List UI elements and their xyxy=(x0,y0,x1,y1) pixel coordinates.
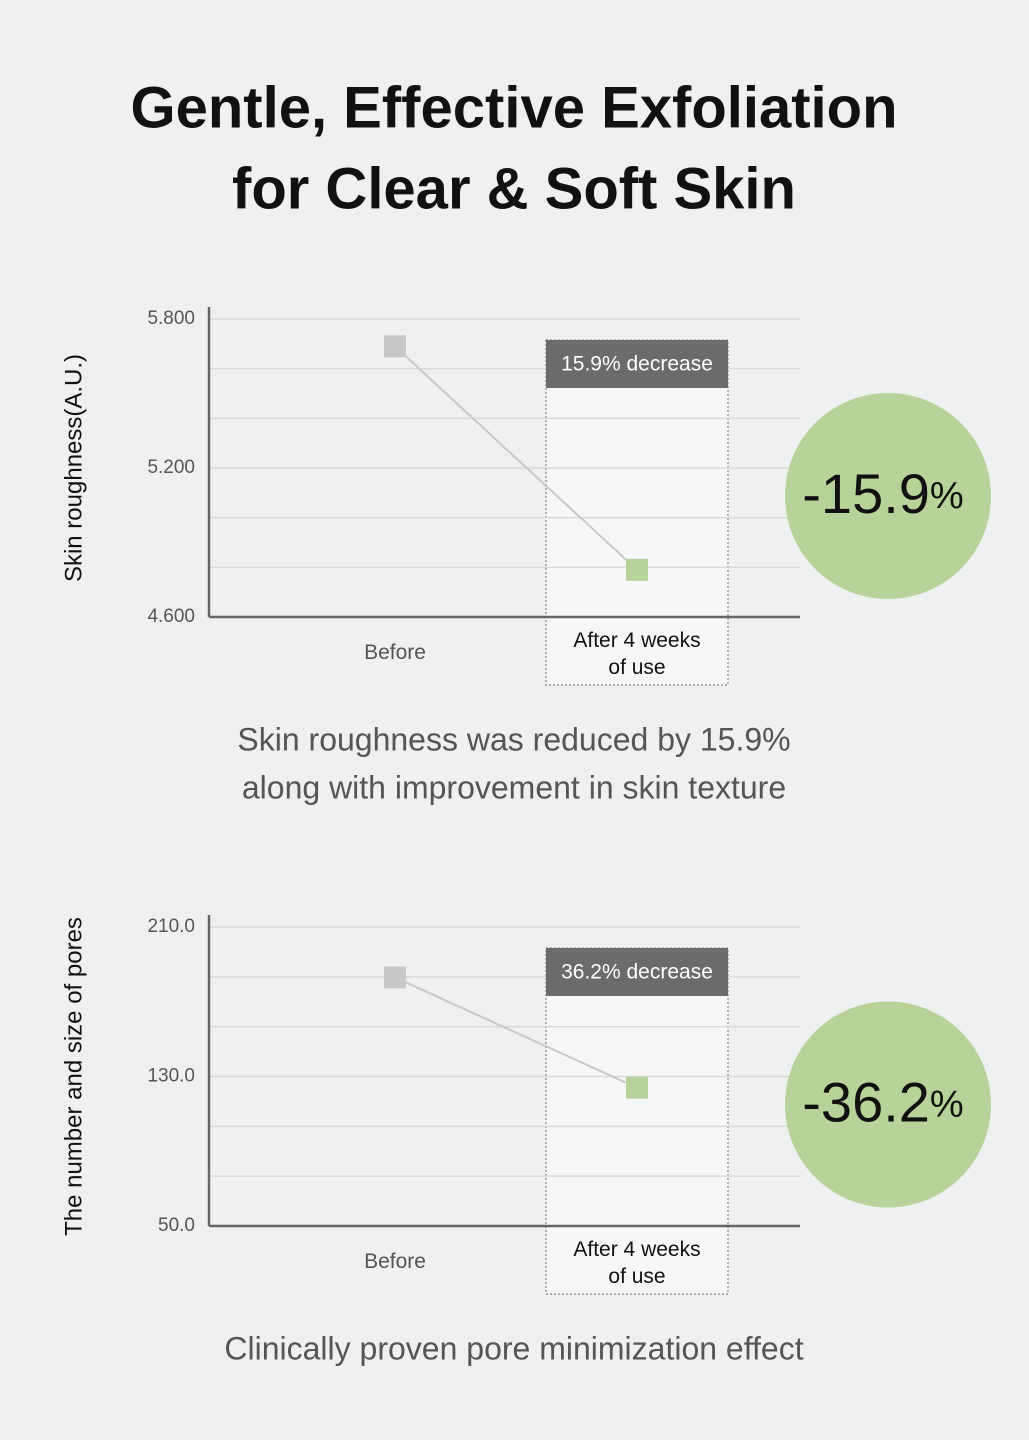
y-axis-label: Skin roughness(A.U.) xyxy=(60,354,87,582)
highlight-number: -15.9 xyxy=(802,462,930,525)
highlight-box xyxy=(545,947,729,1295)
highlight-text: -15.9% xyxy=(802,462,963,525)
highlight-unit: % xyxy=(930,1084,964,1126)
marker xyxy=(384,335,406,358)
caption: Skin roughness was reduced by 15.9% xyxy=(237,721,790,757)
data-line xyxy=(394,345,638,571)
marker xyxy=(626,1076,648,1099)
x-tick-label: After 4 weeks of use xyxy=(573,629,701,679)
y-tick-label: 130.0 xyxy=(147,1066,195,1087)
caption: Clinically proven pore minimization effe… xyxy=(224,1330,803,1366)
x-tick-label-box: After 4 weeks of use xyxy=(573,1238,701,1288)
highlight-number: -36.2 xyxy=(802,1070,930,1133)
y-tick-label: 5.200 xyxy=(147,457,195,478)
y-tick-label: 210.0 xyxy=(147,916,195,937)
x-tick-label: Before xyxy=(364,1250,426,1273)
x-tick-label: After 4 weeks of use xyxy=(573,1238,701,1288)
y-axis-label: The number and size of pores xyxy=(60,917,87,1236)
x-tick-label-box: Before xyxy=(364,1250,426,1273)
highlight-circle xyxy=(785,1001,991,1208)
data-line xyxy=(394,976,638,1089)
annotation-box xyxy=(546,948,728,996)
annotation: 15.9% decrease xyxy=(561,353,713,376)
x-tick-label: Before xyxy=(364,641,426,664)
marker xyxy=(384,966,406,989)
y-tick-label: 4.600 xyxy=(147,606,195,627)
highlight-text: -36.2% xyxy=(802,1070,963,1133)
caption: along with improvement in skin texture xyxy=(242,769,786,805)
title-line: Gentle, Effective Exfoliation xyxy=(130,75,897,140)
x-tick-label-box: Before xyxy=(364,641,426,664)
title-line: for Clear & Soft Skin xyxy=(232,156,796,221)
y-tick-label: 5.800 xyxy=(147,308,195,329)
highlight-circle xyxy=(785,393,991,599)
x-tick-label-box: After 4 weeks of use xyxy=(573,629,701,679)
marker xyxy=(626,558,648,581)
annotation-box xyxy=(546,340,728,388)
y-tick-label: 50.0 xyxy=(158,1215,195,1236)
highlight-unit: % xyxy=(930,475,964,517)
annotation: 36.2% decrease xyxy=(561,961,713,984)
